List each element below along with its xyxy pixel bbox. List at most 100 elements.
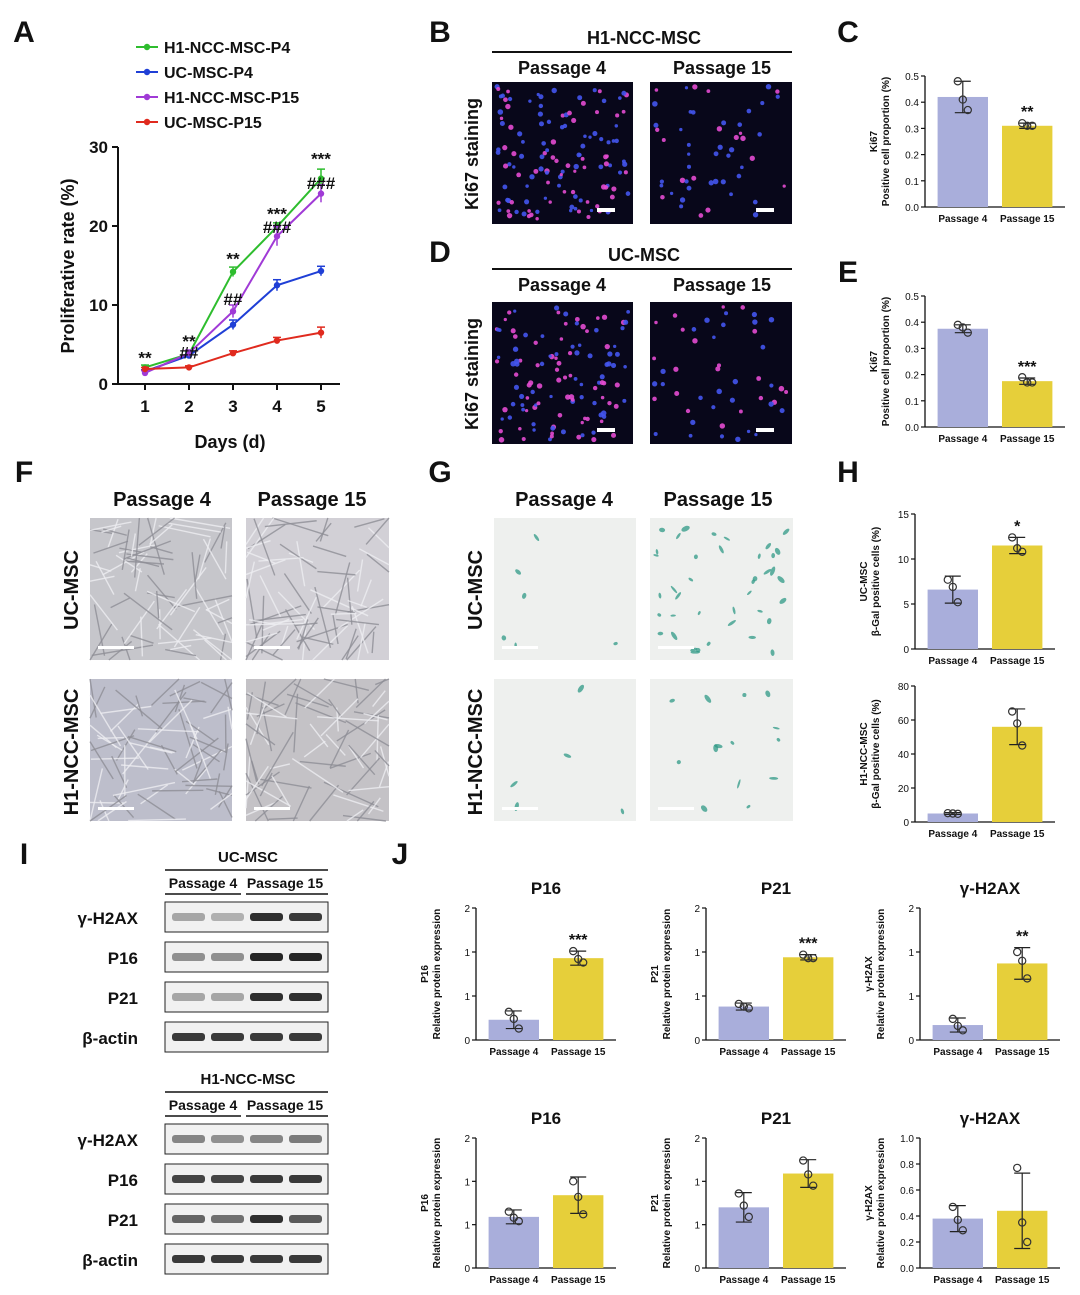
panel-f-row-label: UC-MSC [61, 550, 83, 630]
x-tick-label: 2 [184, 397, 193, 416]
nucleus-dot [698, 213, 704, 218]
chart-a: 0 10 20 30 1 2 3 4 5 Days (d) Proliferative rate (… [58, 40, 340, 452]
stained-cell [763, 568, 772, 575]
panel-g-column-label: Passage 4 [515, 489, 614, 511]
y-tick-label: 40 [898, 750, 910, 761]
nucleus-dot [536, 383, 543, 389]
stained-cell [657, 613, 662, 617]
nucleus-dot [746, 429, 751, 434]
nucleus-dot [495, 150, 501, 155]
nucleus-dot [684, 86, 689, 90]
nucleus-dot [659, 183, 664, 188]
blot-row-label: β-actin [82, 1029, 138, 1048]
cell-streak [247, 523, 286, 550]
significance-mark: * [1014, 518, 1021, 535]
stained-cell [563, 753, 572, 758]
panel-b-column-label: Passage 4 [518, 58, 606, 78]
cell-streak [345, 628, 357, 660]
nucleus-dot [580, 143, 586, 149]
stained-cell [706, 641, 711, 646]
significance-mark: ### [263, 218, 292, 237]
nucleus-dot [554, 356, 558, 360]
nucleus-dot [705, 207, 711, 213]
cell-streak [89, 623, 113, 661]
blot-band [250, 1033, 283, 1041]
bar [783, 1173, 834, 1268]
nucleus-dot [738, 131, 743, 135]
nucleus-dot [660, 368, 666, 375]
blot-band [250, 1215, 283, 1223]
nucleus-dot [511, 151, 517, 157]
nucleus-dot [507, 96, 513, 102]
cell-streak [156, 590, 160, 619]
cell-streak [206, 598, 230, 611]
y-tick-label: 15 [898, 510, 910, 521]
stained-cell [655, 549, 659, 555]
x-category-label: Passage 4 [938, 434, 987, 445]
y-axis-title: Relative protein expression [876, 909, 887, 1040]
x-category-label: Passage 15 [551, 1047, 606, 1058]
cell-streak [137, 793, 176, 820]
nucleus-dot [546, 180, 550, 185]
y-tick-label: 30 [89, 138, 108, 157]
chart-title: P16 [531, 879, 561, 898]
cell-streak [148, 699, 193, 743]
blot-band [211, 1135, 244, 1143]
replicate-point [804, 953, 813, 963]
blot-band [250, 1135, 283, 1143]
nucleus-dot [570, 397, 575, 402]
stained-cell [676, 532, 681, 540]
nucleus-dot [614, 382, 620, 388]
nucleus-dot [513, 384, 520, 390]
nucleus-dot [609, 194, 615, 200]
nucleus-dot [560, 429, 566, 435]
y-tick-label: 0 [464, 1036, 470, 1047]
replicate-point [504, 1207, 513, 1216]
cell-streak [183, 697, 207, 703]
cell-streak [89, 801, 124, 804]
nucleus-dot [502, 145, 508, 151]
panel-f-row-label: H1-NCC-MSC [61, 689, 83, 816]
y-tick-label: 0.8 [900, 1160, 914, 1171]
cell-streak [200, 681, 233, 700]
nucleus-dot [567, 110, 572, 116]
cell-streak [174, 768, 196, 787]
cell-streak [358, 723, 390, 760]
cell-streak [336, 709, 386, 742]
cell-streak [119, 547, 142, 553]
replicate-point [1013, 719, 1022, 728]
nucleus-dot [538, 103, 544, 109]
nucleus-dot [752, 328, 758, 334]
blot-band [172, 1215, 205, 1223]
nucleus-dot [686, 142, 691, 147]
replicate-point [1027, 121, 1037, 130]
blot-strip [164, 941, 329, 973]
nucleus-dot [542, 150, 547, 156]
replicate-point [1018, 118, 1027, 128]
blot-title: UC-MSC [218, 849, 278, 866]
nucleus-dot [574, 350, 580, 356]
cell-streak [218, 790, 233, 818]
cell-streak [325, 734, 346, 756]
nucleus-dot [506, 209, 511, 213]
x-category-label: Passage 4 [489, 1275, 538, 1286]
nucleus-dot [729, 397, 735, 403]
cell-streak [149, 524, 173, 545]
y-axis-title: Relative protein expression [432, 1138, 443, 1269]
nucleus-dot [545, 148, 550, 153]
cell-streak [378, 761, 390, 788]
nucleus-dot [518, 427, 522, 431]
replicate-point [579, 1210, 588, 1219]
y-tick-label: 1 [464, 992, 470, 1003]
nucleus-dot [554, 305, 560, 311]
nucleus-dot [621, 90, 627, 96]
x-tick-label: 5 [316, 397, 325, 416]
nucleus-dot [583, 416, 587, 421]
replicate-point [744, 1212, 754, 1222]
cell-streak [252, 613, 306, 622]
nucleus-dot [706, 89, 711, 93]
stained-cell [522, 592, 527, 599]
nucleus-dot [654, 320, 658, 325]
replicate-point [958, 323, 968, 332]
replicate-point [1018, 741, 1027, 750]
